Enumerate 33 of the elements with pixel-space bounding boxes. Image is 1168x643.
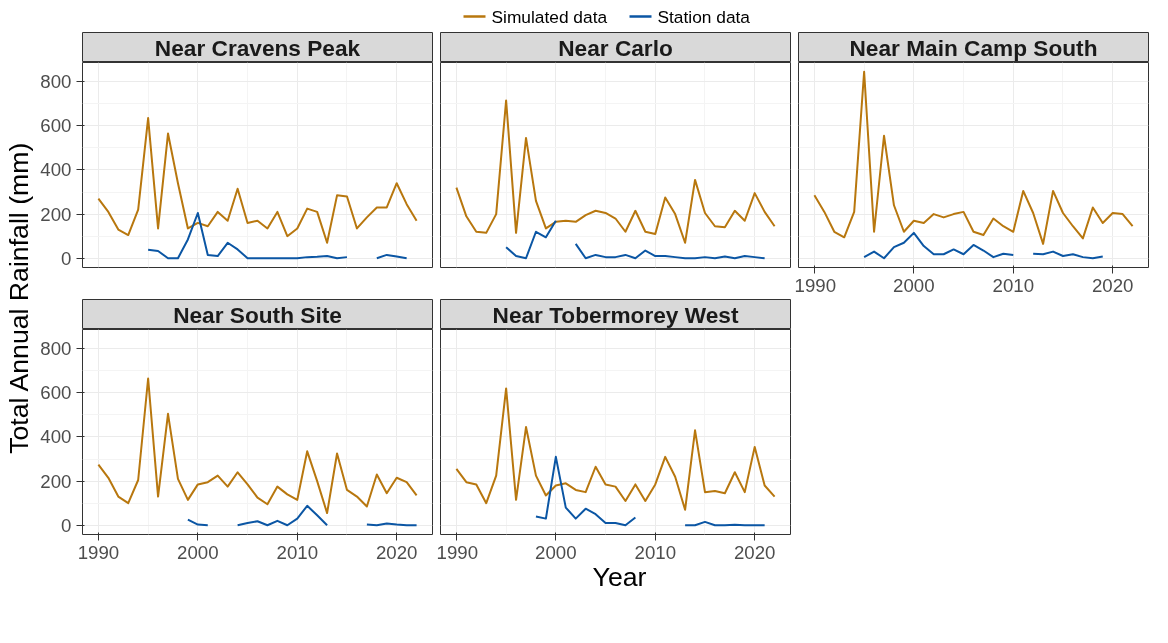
y-tick-label: 400 bbox=[40, 159, 72, 181]
x-tick-label: 1990 bbox=[436, 541, 479, 563]
x-tick-label: 2000 bbox=[177, 541, 219, 563]
legend-label: Station data bbox=[657, 6, 751, 27]
chart-title: Near Main Camp South bbox=[849, 34, 1098, 61]
y-tick-label: 800 bbox=[40, 71, 72, 93]
chart-title: Near Cravens Peak bbox=[154, 34, 361, 61]
x-tick-label: 2000 bbox=[535, 541, 577, 563]
x-tick-label: 2010 bbox=[634, 541, 677, 563]
y-tick-label: 0 bbox=[61, 247, 72, 269]
x-tick-label: 2020 bbox=[375, 541, 418, 563]
x-tick-label: 2000 bbox=[893, 274, 935, 296]
y-tick-label: 200 bbox=[40, 203, 72, 225]
y-tick-label: 800 bbox=[40, 338, 72, 360]
y-tick-label: 200 bbox=[40, 470, 72, 492]
y-axis-title: Total Annual Rainfall (mm) bbox=[3, 142, 34, 454]
x-tick-label: 2020 bbox=[1091, 274, 1134, 296]
y-tick-label: 400 bbox=[40, 426, 72, 448]
y-tick-label: 600 bbox=[40, 115, 72, 137]
line-series bbox=[97, 117, 418, 244]
legend-label: Simulated data bbox=[491, 6, 608, 27]
chart-title: Near South Site bbox=[173, 301, 342, 328]
chart-title: Near Carlo bbox=[558, 34, 673, 61]
x-tick-label: 1990 bbox=[794, 274, 837, 296]
y-tick-label: 600 bbox=[40, 382, 72, 404]
chart-title: Near Tobermorey West bbox=[492, 301, 739, 328]
line-series bbox=[97, 377, 418, 515]
x-tick-label: 2010 bbox=[276, 541, 319, 563]
x-tick-label: 2020 bbox=[733, 541, 776, 563]
y-tick-label: 0 bbox=[61, 514, 72, 536]
x-tick-label: 2010 bbox=[992, 274, 1035, 296]
x-tick-label: 1990 bbox=[77, 541, 120, 563]
x-axis-title: Year bbox=[592, 561, 647, 592]
